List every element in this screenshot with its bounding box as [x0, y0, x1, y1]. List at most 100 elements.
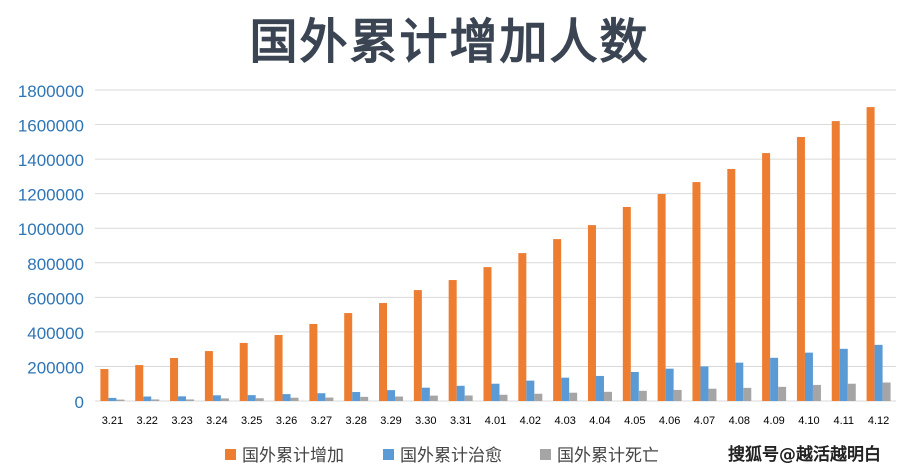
- bar-2-3.25: [247, 395, 256, 401]
- y-tick-label: 400000: [27, 324, 84, 343]
- bar-2-4.11: [839, 348, 848, 401]
- x-tick-label: 4.02: [520, 415, 541, 427]
- chart-title: 国外累计增加人数: [249, 14, 650, 70]
- bar-2-4.04: [595, 375, 604, 401]
- y-tick-label: 1400000: [18, 151, 84, 170]
- bar-3-3.23: [186, 399, 195, 401]
- x-tick-label: 4.07: [694, 415, 715, 427]
- x-tick-label: 4.03: [554, 415, 575, 427]
- bar-3-4.08: [743, 387, 752, 401]
- bar-3-3.26: [290, 397, 299, 401]
- bar-3-4.10: [812, 384, 821, 401]
- x-tick-label: 4.08: [729, 415, 750, 427]
- bar-2-4.01: [491, 383, 500, 401]
- bar-1-4.05: [622, 206, 631, 401]
- bar-3-4.03: [569, 392, 578, 401]
- bar-2-3.21: [108, 397, 117, 401]
- x-tick-label: 3.21: [102, 415, 123, 427]
- x-tick-label: 3.28: [345, 415, 366, 427]
- bar-3-4.09: [778, 386, 787, 401]
- bar-3-4.04: [603, 391, 612, 401]
- x-tick-label: 4.10: [798, 415, 819, 427]
- bar-2-3.24: [212, 395, 221, 401]
- bar-2-4.07: [700, 366, 709, 401]
- bar-2-4.06: [665, 368, 674, 401]
- x-tick-label: 4.05: [624, 415, 645, 427]
- bar-1-3.23: [170, 357, 179, 401]
- bar-3-3.29: [395, 396, 404, 401]
- x-tick-label: 4.04: [589, 415, 610, 427]
- legend-swatch: [383, 449, 394, 460]
- bar-3-3.31: [464, 395, 473, 401]
- bar-2-3.27: [317, 393, 326, 401]
- bar-3-4.11: [847, 383, 856, 401]
- y-tick-label: 200000: [27, 358, 84, 377]
- bar-3-3.30: [429, 395, 438, 401]
- legend-swatch: [540, 449, 551, 460]
- bar-1-3.29: [379, 303, 388, 401]
- bar-3-4.06: [673, 389, 682, 401]
- bar-3-3.24: [220, 398, 229, 401]
- x-tick-label: 3.30: [415, 415, 436, 427]
- bar-3-3.28: [360, 396, 369, 401]
- bar-3-3.25: [255, 398, 264, 401]
- x-tick-label: 3.24: [206, 415, 227, 427]
- bar-2-4.12: [874, 344, 883, 401]
- y-tick-label: 0: [75, 393, 84, 412]
- bar-3-3.27: [325, 397, 334, 401]
- bar-1-3.22: [135, 365, 144, 401]
- x-tick-label: 3.22: [137, 415, 158, 427]
- y-tick-label: 1000000: [18, 220, 84, 239]
- y-tick-label: 1200000: [18, 186, 84, 205]
- bar-2-3.28: [352, 392, 361, 401]
- bar-3-4.07: [708, 388, 717, 401]
- x-tick-label: 4.01: [485, 415, 506, 427]
- y-tick-label: 1600000: [18, 117, 84, 136]
- x-tick-label: 3.23: [171, 415, 192, 427]
- bar-2-3.22: [143, 396, 152, 401]
- legend-label: 国外累计增加: [242, 446, 344, 466]
- bar-1-4.03: [553, 239, 562, 401]
- bar-1-4.10: [796, 136, 805, 402]
- bar-2-4.05: [630, 371, 639, 401]
- bar-1-4.11: [831, 121, 840, 401]
- legend-label: 国外累计死亡: [557, 446, 659, 466]
- bar-2-4.03: [561, 377, 570, 401]
- legend-label: 国外累计治愈: [400, 446, 502, 466]
- x-tick-label: 3.31: [450, 415, 471, 427]
- legend-swatch: [225, 449, 236, 460]
- bar-3-4.01: [499, 394, 508, 401]
- bar-3-3.22: [151, 399, 160, 401]
- x-tick-label: 3.26: [276, 415, 297, 427]
- bar-3-3.21: [116, 399, 125, 401]
- bar-2-4.09: [770, 357, 779, 401]
- bar-2-4.02: [526, 380, 535, 401]
- y-tick-label: 800000: [27, 255, 84, 274]
- bar-1-3.31: [448, 280, 457, 401]
- bar-1-4.12: [866, 107, 875, 401]
- watermark: 搜狐号@越活越明白: [728, 445, 881, 465]
- bar-2-4.08: [735, 362, 744, 401]
- bar-1-3.30: [413, 290, 422, 401]
- bar-3-4.02: [534, 393, 543, 401]
- bar-1-3.27: [309, 323, 318, 401]
- bar-2-3.26: [282, 394, 291, 401]
- bar-1-3.24: [204, 351, 213, 401]
- x-tick-label: 3.29: [380, 415, 401, 427]
- bar-1-4.08: [727, 168, 736, 401]
- bar-3-4.12: [882, 382, 891, 401]
- bar-1-4.02: [518, 253, 527, 401]
- bar-2-3.29: [387, 390, 396, 401]
- bar-1-3.26: [274, 334, 283, 401]
- y-tick-label: 1800000: [18, 82, 84, 101]
- x-tick-label: 4.09: [763, 415, 784, 427]
- bar-2-4.10: [804, 352, 813, 401]
- x-tick-label: 3.27: [311, 415, 332, 427]
- bar-1-4.09: [762, 153, 771, 401]
- y-tick-label: 600000: [27, 289, 84, 308]
- bar-1-4.07: [692, 182, 701, 401]
- x-tick-label: 3.25: [241, 415, 262, 427]
- x-tick-label: 4.11: [833, 415, 854, 427]
